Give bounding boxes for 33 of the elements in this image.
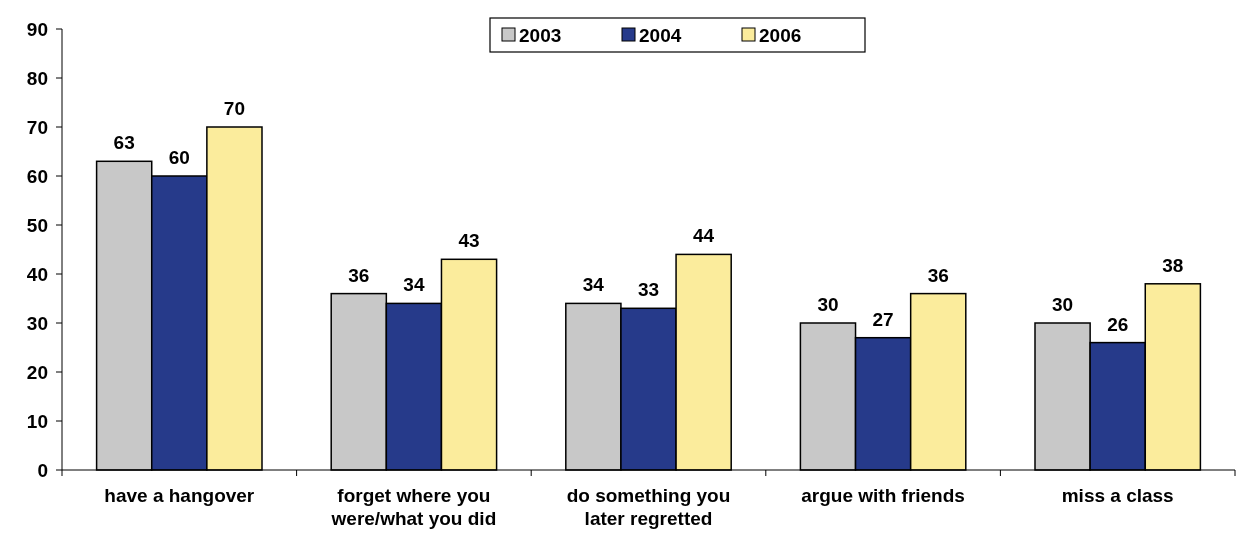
y-tick-label: 50 — [26, 214, 48, 236]
x-tick-label: forget where you were/what you did — [330, 485, 497, 529]
data-label: 36 — [927, 264, 949, 286]
data-label: 30 — [817, 294, 839, 315]
data-label: 60 — [168, 147, 190, 168]
x-tick-label: miss a class — [1061, 485, 1174, 506]
y-tick-label: 40 — [26, 263, 48, 285]
data-label: 44 — [693, 225, 715, 247]
x-tick-label: do something you later regretted — [566, 485, 731, 529]
y-tick-label: 30 — [26, 312, 48, 334]
y-tick-label: 20 — [26, 361, 48, 383]
data-label: 34 — [403, 274, 425, 296]
legend-label: 2006 — [759, 24, 802, 46]
data-label: 27 — [872, 308, 894, 330]
y-tick-label: 60 — [26, 165, 48, 187]
x-tick-label: argue with friends — [801, 485, 965, 506]
data-label: 70 — [223, 98, 245, 119]
data-label: 30 — [1052, 294, 1074, 315]
x-tick-label: have a hangover — [104, 485, 255, 506]
y-tick-label: 10 — [26, 410, 48, 432]
data-label: 26 — [1107, 313, 1129, 335]
data-label: 33 — [637, 279, 660, 301]
data-label: 34 — [582, 274, 605, 296]
data-label: 63 — [113, 132, 135, 154]
y-tick-label: 0 — [37, 459, 48, 481]
y-tick-label: 90 — [26, 18, 48, 40]
data-label: 43 — [458, 230, 480, 252]
y-tick-label: 70 — [26, 116, 48, 138]
y-tick-label: 80 — [26, 67, 48, 89]
data-label: 36 — [348, 264, 370, 286]
legend-label: 2003 — [519, 24, 562, 46]
data-label: 38 — [1162, 254, 1184, 276]
legend-label: 2004 — [639, 24, 682, 46]
